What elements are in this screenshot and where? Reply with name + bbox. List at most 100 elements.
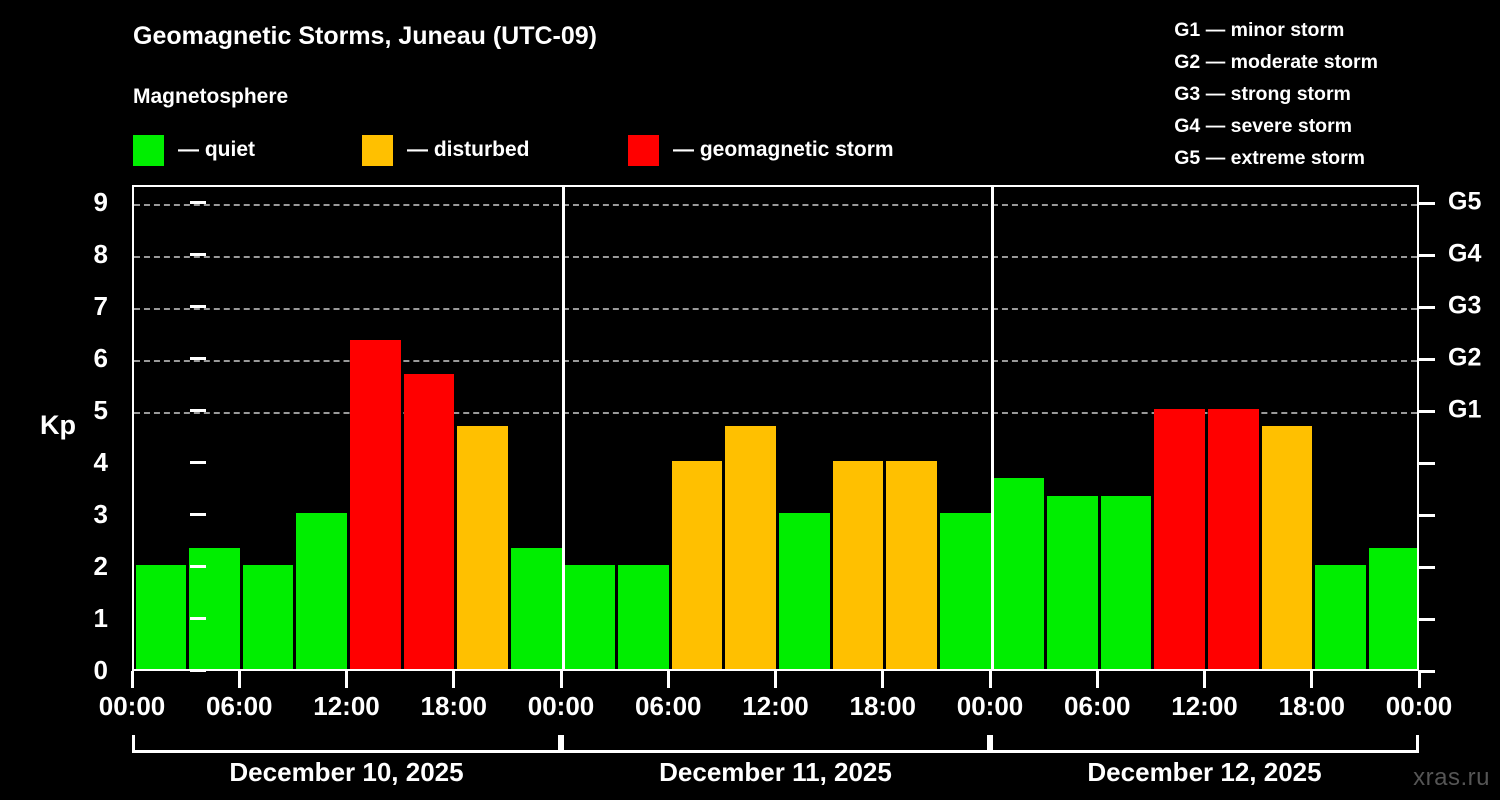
g-tick-label-G1: G1 (1448, 395, 1482, 424)
plot-inner (134, 187, 1417, 669)
day-separator-2 (990, 187, 994, 669)
bar (1368, 547, 1417, 669)
legend-entry-disturbed: — disturbed (362, 133, 530, 167)
x-tick-mark-5 (666, 671, 670, 688)
y-tick-label-0: 0 (93, 655, 108, 685)
x-tick-label-0: 00:00 (98, 691, 166, 721)
day-label-1: December 10, 2025 (229, 757, 464, 787)
y-axis-title: Kp (40, 410, 76, 440)
x-tick-label-4: 00:00 (527, 691, 595, 721)
y-tick-mark-9 (190, 201, 206, 204)
page-title: Geomagnetic Storms, Juneau (UTC-09) (133, 22, 597, 50)
bar (1100, 495, 1152, 669)
bar (457, 426, 508, 669)
x-tick-label-7: 18:00 (849, 691, 917, 721)
x-tick-mark-6 (774, 671, 777, 688)
bar (189, 547, 240, 669)
legend-swatch-storm-icon (628, 134, 659, 166)
x-tick-label-1: 06:00 (206, 691, 273, 721)
x-tick-label-6: 12:00 (742, 691, 809, 721)
g-tick-mark-kp-1 (1419, 618, 1435, 621)
bar (1261, 426, 1313, 669)
x-tick-label-10: 12:00 (1171, 691, 1238, 721)
gridline-kp-6 (134, 360, 1417, 362)
y-axis-right-gscale: G1 G2 G3 G4 G5 (1419, 185, 1499, 673)
y-tick-label-9: 9 (93, 187, 108, 217)
bar (564, 565, 616, 669)
bar (618, 565, 669, 669)
g-tick-mark-kp-2 (1419, 566, 1435, 569)
bar (939, 513, 991, 669)
g-tick-mark-kp-4 (1419, 462, 1435, 465)
x-tick-label-2: 12:00 (313, 691, 380, 721)
y-axis-left: 0 1 2 3 4 5 6 7 8 9 (78, 185, 206, 683)
legend-swatch-disturbed-icon (362, 134, 393, 166)
g-tick-mark-kp-9 (1419, 202, 1435, 205)
bar (1047, 495, 1098, 669)
bar (135, 565, 187, 669)
y-tick-mark-5 (190, 409, 206, 412)
x-tick-mark-4 (559, 671, 563, 688)
y-tick-mark-1 (190, 617, 206, 620)
y-tick-mark-0 (190, 669, 206, 672)
bar (993, 478, 1045, 669)
bar (725, 426, 776, 669)
legend-label-quiet: — quiet (178, 138, 255, 161)
legend-swatch-quiet-icon (133, 134, 164, 166)
day-label-3: December 12, 2025 (1087, 757, 1322, 787)
y-tick-mark-4 (190, 461, 206, 464)
day-separator-1 (561, 187, 565, 669)
g-legend-row-1: G1 — minor storm (1174, 19, 1345, 41)
g-tick-mark-kp-0 (1419, 670, 1435, 673)
x-tick-label-8: 00:00 (956, 691, 1024, 721)
g-legend-row-5: G5 — extreme storm (1174, 147, 1366, 169)
x-tick-label-9: 06:00 (1064, 691, 1131, 721)
day-label-2: December 11, 2025 (659, 757, 892, 787)
g-legend-row-3: G3 — strong storm (1174, 83, 1351, 105)
y-tick-label-1: 1 (93, 603, 108, 633)
x-tick-label-12: 00:00 (1385, 691, 1453, 721)
x-tick-mark-11 (1310, 671, 1314, 688)
chart-subtitle: Magnetosphere (133, 85, 289, 108)
y-tick-label-2: 2 (93, 551, 108, 581)
legend-label-storm: — geomagnetic storm (673, 138, 894, 161)
x-tick-mark-2 (345, 671, 348, 688)
g-tick-mark-kp-3 (1419, 514, 1435, 517)
g-tick-mark-kp-6 (1419, 358, 1435, 361)
y-tick-label-3: 3 (93, 499, 108, 529)
x-tick-mark-8 (988, 671, 992, 688)
g-tick-label-G5: G5 (1448, 187, 1482, 216)
y-tick-label-4: 4 (93, 447, 108, 477)
g-tick-label-G3: G3 (1448, 291, 1482, 320)
gridline-kp-9 (134, 204, 1417, 206)
bar (1208, 409, 1259, 669)
gridline-kp-7 (134, 308, 1417, 310)
x-tick-label-5: 06:00 (635, 691, 702, 721)
y-tick-label-5: 5 (93, 395, 108, 425)
g-scale-legend: G1 — minor storm G2 — moderate storm G3 — … (1174, 14, 1378, 174)
x-tick-label-11: 18:00 (1278, 691, 1346, 721)
y-tick-mark-2 (190, 565, 206, 568)
y-tick-label-6: 6 (93, 343, 108, 373)
x-tick-mark-1 (237, 671, 241, 688)
g-tick-mark-kp-5 (1419, 410, 1435, 413)
bar (886, 461, 937, 669)
bar (779, 513, 830, 669)
y-tick-mark-7 (190, 305, 206, 308)
x-tick-mark-7 (881, 671, 885, 688)
g-legend-row-4: G4 — severe storm (1174, 115, 1353, 137)
day-bracket-2 (561, 735, 990, 753)
bar (1315, 565, 1366, 669)
x-tick-label-3: 18:00 (420, 691, 488, 721)
y-tick-label-7: 7 (93, 291, 108, 321)
x-tick-mark-3 (452, 671, 456, 688)
day-bracket-3 (990, 735, 1419, 753)
g-tick-mark-kp-7 (1419, 306, 1435, 309)
x-tick-mark-0 (130, 671, 134, 688)
bar (403, 374, 455, 669)
g-tick-mark-kp-8 (1419, 254, 1435, 257)
y-tick-label-8: 8 (93, 239, 108, 269)
y-tick-mark-6 (190, 357, 206, 360)
bar (1154, 409, 1205, 669)
